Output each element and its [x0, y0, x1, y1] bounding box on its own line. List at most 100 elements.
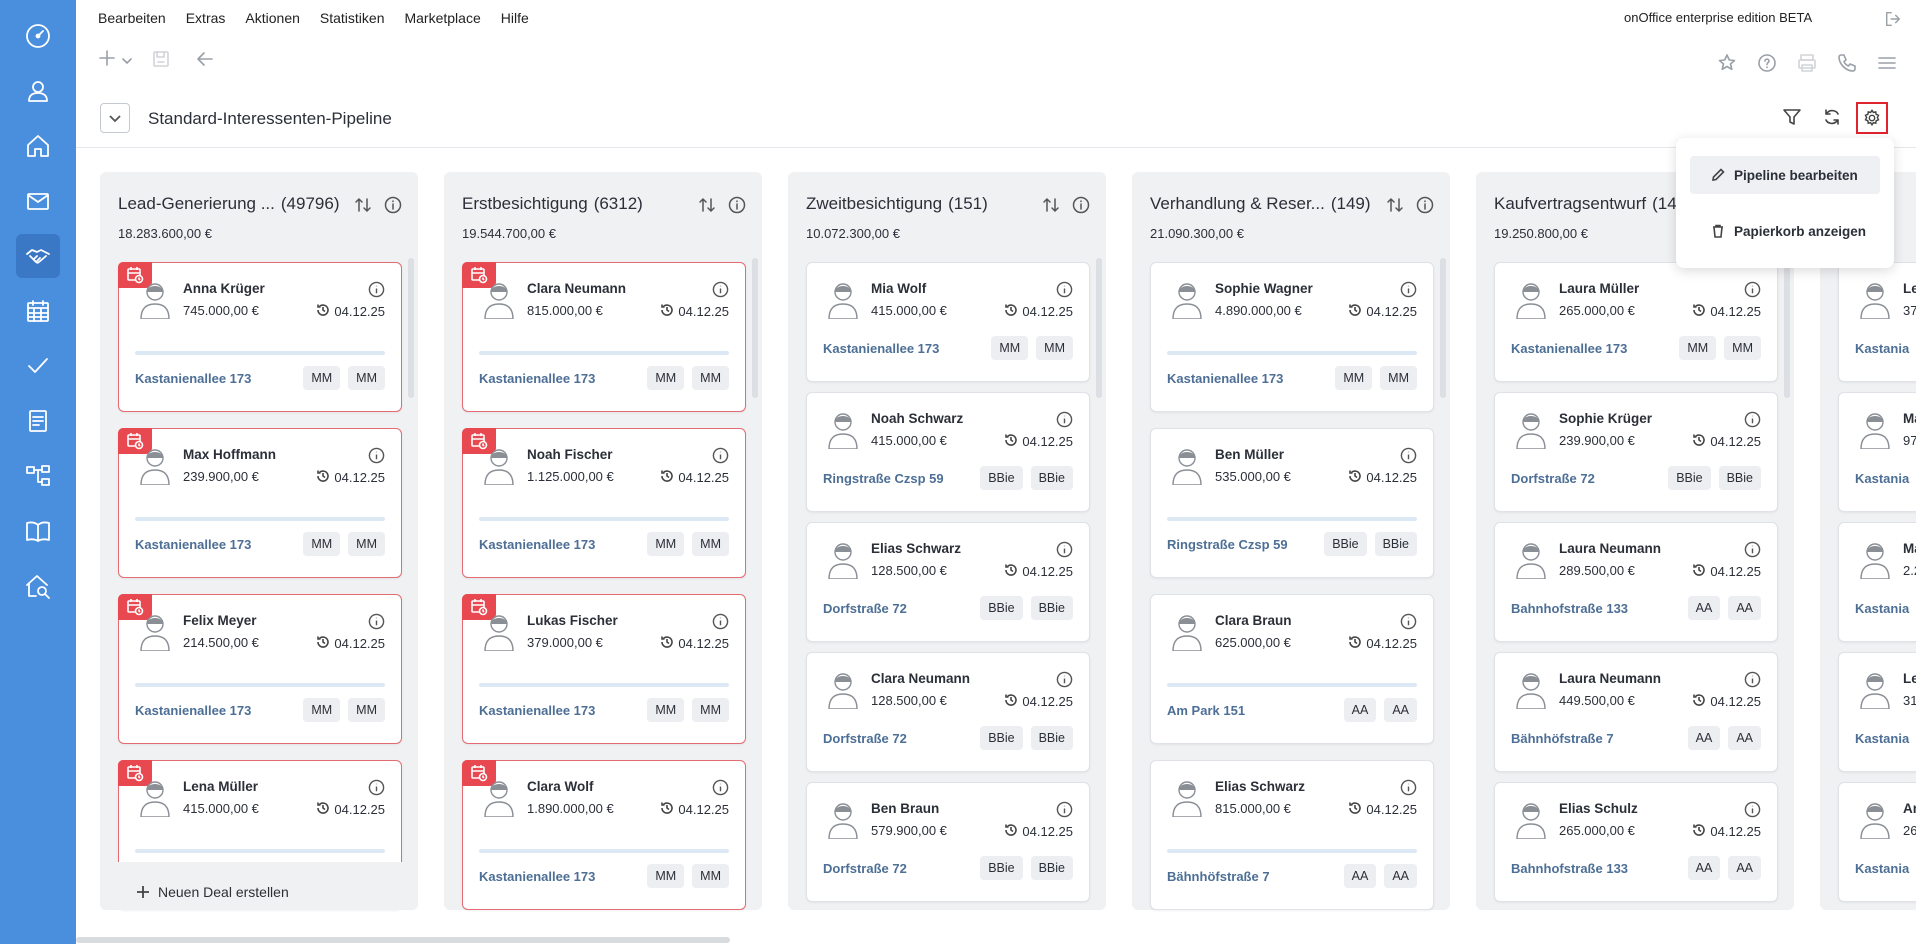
deal-info-icon[interactable] — [1400, 779, 1417, 796]
deal-card[interactable]: Lukas Fischer 379.000,00 € 04.12.25 Kastani… — [462, 594, 746, 744]
deal-address-link[interactable]: Kastanienallee 173 — [1511, 341, 1628, 356]
deal-info-icon[interactable] — [1056, 281, 1073, 298]
phone-icon[interactable] — [1836, 52, 1858, 74]
deal-address-link[interactable]: Kastania — [1855, 601, 1910, 616]
check-icon[interactable] — [16, 344, 60, 388]
deal-card[interactable]: Felix Meyer 214.500,00 € 04.12.25 Kastanien… — [118, 594, 402, 744]
deal-address-link[interactable]: Ringstraße Czsp 59 — [823, 471, 944, 486]
deal-card[interactable]: Laura Neumann 289.500,00 € 04.12.25 Bahnhof… — [1494, 522, 1778, 642]
deal-card[interactable]: Le 31 Kastania — [1838, 652, 1916, 772]
column-info-icon[interactable] — [1416, 196, 1434, 214]
show-trash-item[interactable]: Papierkorb anzeigen — [1690, 212, 1880, 250]
deal-address-link[interactable]: Kastanienallee 173 — [1167, 371, 1284, 386]
deal-card[interactable]: Clara Wolf 1.890.000,00 € 04.12.25 Kastanie… — [462, 760, 746, 910]
home-icon[interactable] — [16, 124, 60, 168]
refresh-icon[interactable] — [1822, 107, 1844, 129]
deal-info-icon[interactable] — [1400, 281, 1417, 298]
hamburger-menu-icon[interactable] — [1876, 52, 1898, 74]
horizontal-scrollbar[interactable] — [76, 937, 730, 943]
deal-info-icon[interactable] — [1744, 801, 1761, 818]
deal-card[interactable]: Ben Müller 535.000,00 € 04.12.25 Ringstraße… — [1150, 428, 1434, 578]
workflow-icon[interactable] — [16, 454, 60, 498]
deal-card[interactable]: Elias Schwarz 128.500,00 € 04.12.25 Dorfstr… — [806, 522, 1090, 642]
deal-address-link[interactable]: Am Park 151 — [1167, 703, 1246, 718]
deal-card[interactable]: Sophie Wagner 4.890.000,00 € 04.12.25 Kasta… — [1150, 262, 1434, 412]
deal-info-icon[interactable] — [368, 281, 385, 298]
column-info-icon[interactable] — [728, 196, 746, 214]
logout-icon[interactable] — [1884, 10, 1904, 30]
deal-card[interactable]: Noah Schwarz 415.000,00 € 04.12.25 Ringstra… — [806, 392, 1090, 512]
sort-icon[interactable] — [354, 196, 371, 214]
deal-info-icon[interactable] — [712, 281, 729, 298]
menu-bearbeiten[interactable]: Bearbeiten — [98, 10, 166, 26]
deal-info-icon[interactable] — [1744, 541, 1761, 558]
filter-icon[interactable] — [1782, 107, 1804, 129]
menu-marketplace[interactable]: Marketplace — [404, 10, 481, 26]
deal-info-icon[interactable] — [1056, 541, 1073, 558]
pipeline-select-button[interactable] — [100, 103, 130, 133]
deal-card[interactable]: Anna Krüger 745.000,00 € 04.12.25 Kastanien… — [118, 262, 402, 412]
menu-hilfe[interactable]: Hilfe — [500, 10, 529, 26]
deal-address-link[interactable]: Kastanienallee 173 — [479, 869, 596, 884]
deal-address-link[interactable]: Kastanienallee 173 — [479, 371, 596, 386]
column-info-icon[interactable] — [1072, 196, 1090, 214]
menu-statistiken[interactable]: Statistiken — [319, 10, 385, 26]
deal-address-link[interactable]: Ringstraße Czsp 59 — [1167, 537, 1288, 552]
deal-card[interactable]: Clara Neumann 815.000,00 € 04.12.25 Kastani… — [462, 262, 746, 412]
document-icon[interactable] — [16, 399, 60, 443]
deal-card[interactable]: Laura Müller 265.000,00 € 04.12.25 Kastanie… — [1494, 262, 1778, 382]
deal-info-icon[interactable] — [368, 613, 385, 630]
menu-extras[interactable]: Extras — [185, 10, 226, 26]
deal-card[interactable]: Clara Neumann 128.500,00 € 04.12.25 Dorfstr… — [806, 652, 1090, 772]
column-scrollbar[interactable] — [1440, 258, 1446, 398]
help-icon[interactable] — [1756, 52, 1778, 74]
deal-address-link[interactable]: Kastania — [1855, 861, 1910, 876]
deal-info-icon[interactable] — [1056, 411, 1073, 428]
back-arrow-icon[interactable] — [194, 48, 216, 70]
sort-icon[interactable] — [1042, 196, 1059, 214]
deal-card[interactable]: Ma 97 Kastania — [1838, 392, 1916, 512]
user-icon[interactable] — [16, 69, 60, 113]
deal-info-icon[interactable] — [1400, 613, 1417, 630]
new-deal-button[interactable]: Neuen Deal erstellen — [136, 884, 289, 900]
handshake-icon[interactable] — [16, 234, 60, 278]
deal-card[interactable]: Laura Neumann 449.500,00 € 04.12.25 Bähnhöf… — [1494, 652, 1778, 772]
deal-address-link[interactable]: Dorfstraße 72 — [823, 731, 907, 746]
deal-info-icon[interactable] — [1056, 801, 1073, 818]
deal-address-link[interactable]: Kastanienallee 173 — [823, 341, 940, 356]
deal-address-link[interactable]: Bahnhofstraße 133 — [1511, 861, 1629, 876]
edit-pipeline-item[interactable]: Pipeline bearbeiten — [1690, 156, 1880, 194]
calendar-icon[interactable] — [16, 289, 60, 333]
deal-info-icon[interactable] — [1744, 411, 1761, 428]
deal-address-link[interactable]: Kastania — [1855, 731, 1910, 746]
deal-card[interactable]: Ma 2.2 Kastania — [1838, 522, 1916, 642]
deal-info-icon[interactable] — [712, 447, 729, 464]
deal-address-link[interactable]: Bähnhöfstraße 7 — [1511, 731, 1614, 746]
deal-card[interactable]: Clara Braun 625.000,00 € 04.12.25 Am Park 1… — [1150, 594, 1434, 744]
star-icon[interactable] — [1716, 52, 1738, 74]
property-search-icon[interactable] — [16, 564, 60, 608]
mail-icon[interactable] — [16, 179, 60, 223]
settings-gear-button[interactable] — [1856, 102, 1888, 134]
book-icon[interactable] — [16, 509, 60, 553]
deal-card[interactable]: Elias Schwarz 815.000,00 € 04.12.25 Bähnhöf… — [1150, 760, 1434, 910]
deal-card[interactable]: Ben Braun 579.900,00 € 04.12.25 Dorfstraße … — [806, 782, 1090, 902]
deal-info-icon[interactable] — [712, 779, 729, 796]
deal-card[interactable]: Max Hoffmann 239.900,00 € 04.12.25 Kastanie… — [118, 428, 402, 578]
deal-card[interactable]: Noah Fischer 1.125.000,00 € 04.12.25 Kastan… — [462, 428, 746, 578]
deal-card[interactable]: Sophie Krüger 239.900,00 € 04.12.25 Dorfstr… — [1494, 392, 1778, 512]
deal-address-link[interactable]: Dorfstraße 72 — [1511, 471, 1595, 486]
deal-info-icon[interactable] — [1400, 447, 1417, 464]
deal-card[interactable]: An 26 Kastania — [1838, 782, 1916, 902]
deal-info-icon[interactable] — [1744, 281, 1761, 298]
column-scrollbar[interactable] — [752, 258, 758, 398]
deal-address-link[interactable]: Kastanienallee 173 — [479, 703, 596, 718]
deal-info-icon[interactable] — [368, 447, 385, 464]
sort-icon[interactable] — [698, 196, 715, 214]
menu-aktionen[interactable]: Aktionen — [245, 10, 300, 26]
deal-address-link[interactable]: Bahnhofstraße 133 — [1511, 601, 1629, 616]
deal-address-link[interactable]: Bähnhöfstraße 7 — [1167, 869, 1270, 884]
sort-icon[interactable] — [1386, 196, 1403, 214]
deal-address-link[interactable]: Kastania — [1855, 341, 1910, 356]
deal-card[interactable]: Elias Schulz 265.000,00 € 04.12.25 Bahnhofs… — [1494, 782, 1778, 902]
